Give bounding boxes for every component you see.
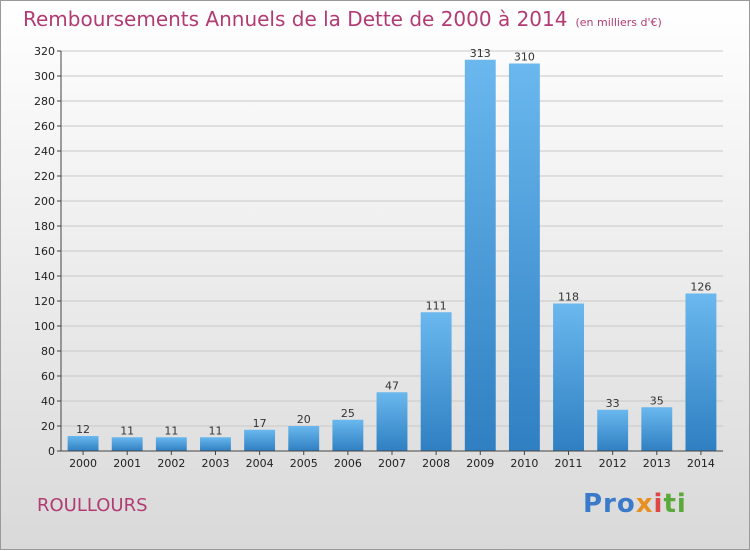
x-tick-label: 2013 <box>643 457 671 470</box>
x-tick-label: 2009 <box>466 457 494 470</box>
bar-2013 <box>641 407 673 451</box>
y-tick-label: 200 <box>34 195 55 208</box>
bar-2003 <box>200 437 231 451</box>
x-tick-label: 2007 <box>378 457 406 470</box>
x-tick-label: 2008 <box>422 457 450 470</box>
data-label: 11 <box>120 424 134 437</box>
y-tick-label: 320 <box>34 45 55 58</box>
chart-unit: (en milliers d'€) <box>575 16 662 29</box>
proxiti-logo: Proxiti <box>583 489 687 519</box>
bar-2010 <box>508 63 540 451</box>
y-tick-label: 140 <box>34 270 55 283</box>
data-label: 126 <box>690 281 711 294</box>
x-tick-label: 2006 <box>334 457 362 470</box>
data-label: 12 <box>76 423 90 436</box>
x-tick-label: 2000 <box>69 457 97 470</box>
x-tick-label: 2014 <box>687 457 715 470</box>
bar-2000 <box>67 436 99 451</box>
bar-2012 <box>597 409 629 451</box>
data-label: 313 <box>470 47 491 60</box>
x-tick-label: 2004 <box>246 457 274 470</box>
data-label: 310 <box>514 51 535 64</box>
y-tick-label: 280 <box>34 95 55 108</box>
bar-2011 <box>553 303 584 451</box>
y-tick-label: 220 <box>34 170 55 183</box>
y-tick-label: 260 <box>34 120 55 133</box>
data-label: 20 <box>297 413 311 426</box>
data-label: 11 <box>164 424 178 437</box>
y-tick-label: 120 <box>34 295 55 308</box>
x-tick-label: 2012 <box>599 457 627 470</box>
data-label: 25 <box>341 407 355 420</box>
y-tick-label: 160 <box>34 245 55 258</box>
y-tick-label: 300 <box>34 70 55 83</box>
y-tick-label: 100 <box>34 320 55 333</box>
chart-title-text: Remboursements Annuels de la Dette de 20… <box>23 7 568 31</box>
bar-2007 <box>376 392 408 451</box>
chart-title: Remboursements Annuels de la Dette de 20… <box>23 7 662 31</box>
bar-2005 <box>288 426 320 451</box>
bars: 12 11 11 11 17 20 25 47 111 313 310 118 33 35 126 <box>67 47 717 451</box>
data-label: 33 <box>606 397 620 410</box>
bar-2014 <box>685 293 717 451</box>
data-label: 35 <box>650 394 664 407</box>
x-tick-label: 2011 <box>555 457 583 470</box>
x-tick-label: 2001 <box>113 457 141 470</box>
y-tick-label: 80 <box>41 345 55 358</box>
bar-2008 <box>420 312 452 451</box>
y-tick-label: 0 <box>48 445 55 458</box>
bar-2004 <box>244 429 276 451</box>
data-label: 11 <box>208 424 222 437</box>
x-axis: 2000 2001 2002 2003 2004 2005 2006 2007 2008 2009… <box>61 450 723 470</box>
commune-name: ROULLOURS <box>37 495 148 516</box>
y-axis: 0 20 40 60 80 100 120 140 160 180 200 220 240 260 280 3… <box>34 45 62 458</box>
x-tick-label: 2005 <box>290 457 318 470</box>
y-tick-label: 60 <box>41 370 55 383</box>
x-tick-label: 2003 <box>201 457 229 470</box>
bar-2009 <box>464 59 496 451</box>
data-label: 47 <box>385 379 399 392</box>
data-label: 118 <box>558 291 579 304</box>
bar-2006 <box>332 419 364 451</box>
bar-2001 <box>111 437 143 451</box>
y-tick-label: 40 <box>41 395 55 408</box>
bar-2002 <box>155 437 187 451</box>
data-label: 17 <box>253 417 267 430</box>
data-label: 111 <box>426 299 447 312</box>
y-tick-label: 180 <box>34 220 55 233</box>
y-tick-label: 240 <box>34 145 55 158</box>
x-tick-label: 2002 <box>157 457 185 470</box>
y-tick-label: 20 <box>41 420 55 433</box>
x-tick-label: 2010 <box>510 457 538 470</box>
